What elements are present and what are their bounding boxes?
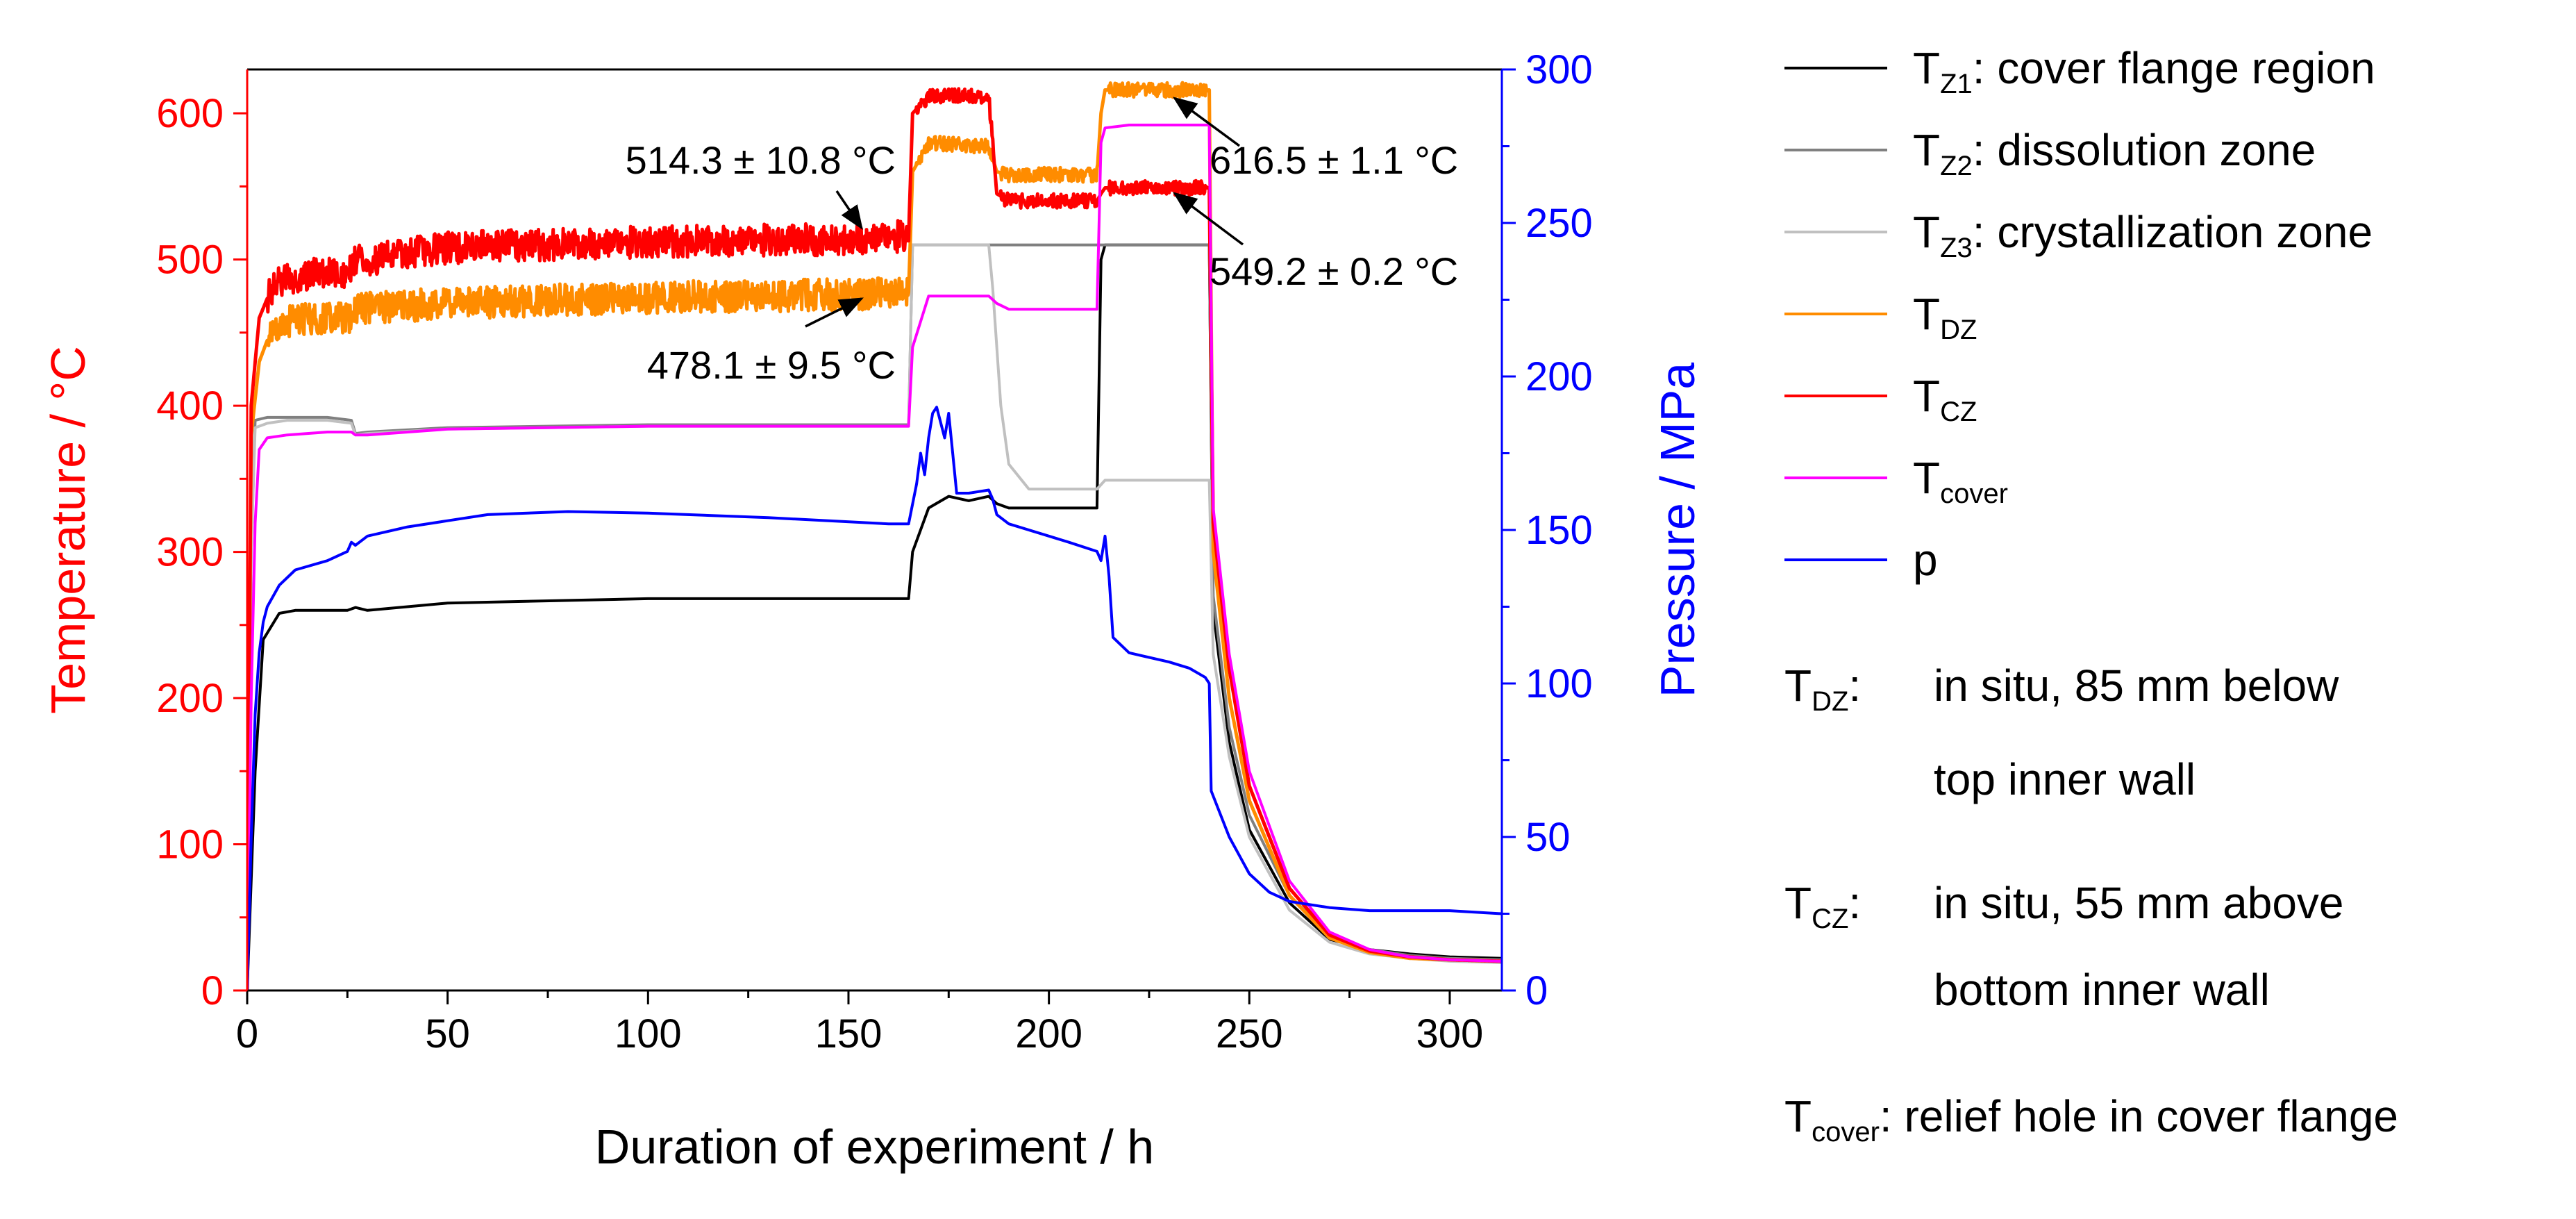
y-left-tick-label: 600	[156, 91, 224, 136]
y-left-tick-label: 300	[156, 530, 224, 575]
x-tick-label: 300	[1416, 1011, 1484, 1056]
note-tcz-line2: bottom inner wall	[1934, 965, 2270, 1015]
annotation-label: 478.1 ± 9.5 °C	[647, 343, 896, 387]
legend-label-T_DZ: TDZ	[1913, 289, 1977, 345]
y-right-tick-label: 200	[1525, 354, 1593, 399]
note-tdz-line2: top inner wall	[1934, 754, 2196, 804]
annotation-arrow	[1173, 97, 1241, 147]
legend-label-T_CZ: TCZ	[1913, 371, 1977, 427]
legend-label-T_Z1: TZ1: cover flange region	[1913, 43, 2375, 99]
annotation-arrow	[835, 190, 863, 230]
series-line-T_cover	[247, 124, 1502, 990]
axes-layer: 0 50 100 150 200 250 300 0 100 200 300 400 500 600 0 50…	[41, 47, 1705, 1174]
series-layer	[247, 81, 1502, 990]
y-right-tick-label: 100	[1525, 661, 1593, 706]
y-right-tick-label: 0	[1525, 968, 1548, 1013]
legend-label-T_cover: Tcover	[1913, 453, 2008, 509]
note-tcz-line1: in situ, 55 mm above	[1934, 878, 2344, 928]
y-right-tick-label: 300	[1525, 47, 1593, 92]
x-tick-label: 250	[1216, 1011, 1283, 1056]
legend: TZ1: cover flange region TZ2: dissolution…	[1784, 43, 2375, 585]
note-tcz: TCZ:	[1784, 878, 1862, 934]
annotation-label: 514.3 ± 10.8 °C	[626, 138, 896, 182]
x-axis-label: Duration of experiment / h	[595, 1120, 1154, 1174]
annotation-label: 549.2 ± 0.2 °C	[1210, 249, 1458, 293]
annotations-layer: 514.3 ± 10.8 °C 478.1 ± 9.5 °C 616.5 ± 1.1…	[626, 97, 1458, 387]
y-left-tick-label: 200	[156, 676, 224, 721]
annotation-arrow	[1173, 192, 1244, 246]
note-tdz-line1: in situ, 85 mm below	[1934, 661, 2339, 711]
note-tdz: TDZ:	[1784, 661, 1862, 717]
y-right-tick-label: 250	[1525, 201, 1593, 246]
x-tick-label: 150	[815, 1011, 883, 1056]
y-left-tick-label: 0	[201, 968, 224, 1013]
annotation-arrow	[805, 297, 864, 328]
note-tcover: Tcover: relief hole in cover flange	[1784, 1091, 2398, 1147]
y-left-axis-label: Temperature / °C	[41, 346, 95, 714]
annotation-label: 616.5 ± 1.1 °C	[1210, 138, 1458, 182]
y-left-tick-label: 400	[156, 383, 224, 429]
series-line-T_DZ	[247, 81, 1502, 990]
x-tick-label: 200	[1015, 1011, 1082, 1056]
x-tick-label: 0	[236, 1011, 258, 1056]
x-tick-label: 50	[425, 1011, 470, 1056]
y-right-tick-label: 150	[1525, 508, 1593, 553]
legend-label-p: p	[1913, 535, 1938, 585]
legend-label-T_Z3: TZ3: crystallization zone	[1913, 207, 2373, 263]
legend-label-T_Z2: TZ2: dissolution zone	[1913, 125, 2316, 181]
y-right-tick-label: 50	[1525, 815, 1571, 860]
y-left-tick-label: 500	[156, 238, 224, 283]
series-line-T_Z1	[247, 243, 1502, 990]
series-line-T_CZ	[247, 87, 1502, 990]
x-tick-label: 100	[614, 1011, 682, 1056]
y-left-tick-label: 100	[156, 822, 224, 868]
y-right-axis-label: Pressure / MPa	[1650, 363, 1705, 697]
series-line-p	[247, 406, 1502, 990]
